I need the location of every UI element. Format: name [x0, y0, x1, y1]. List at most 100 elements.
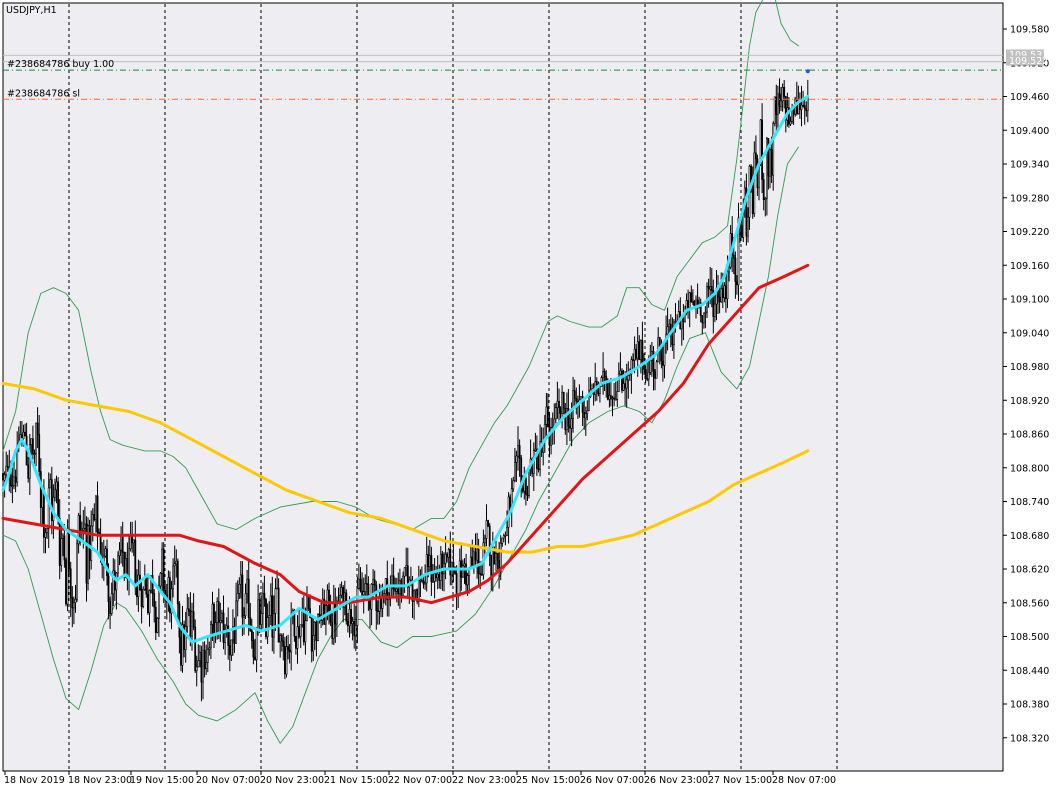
y-tick-label: 108.560 [1010, 598, 1049, 609]
candle-body [570, 418, 573, 429]
candle-body [509, 496, 512, 510]
candle-body [803, 105, 806, 109]
candle-body [136, 586, 138, 597]
candle-body [674, 321, 677, 323]
bollinger-bands [2, 0, 799, 744]
price-label-box [1006, 49, 1044, 60]
candle-body [222, 612, 225, 643]
candle-body [279, 635, 282, 643]
candle-body [312, 635, 315, 652]
candle-body [466, 575, 469, 586]
candle-body [422, 580, 425, 585]
candle-body [153, 593, 156, 608]
candle-body [227, 625, 230, 646]
x-tick-label: 21 Nov 15:00 [324, 775, 388, 786]
candle-body [158, 585, 160, 619]
trade-marker[interactable] [805, 69, 810, 74]
candle-body [93, 513, 96, 520]
candle-body [287, 646, 290, 651]
candle-body [271, 595, 274, 638]
candle-body [671, 333, 674, 346]
candle-body [761, 119, 764, 180]
candle-body [720, 288, 723, 303]
candle-body [249, 617, 252, 632]
candle-body [672, 321, 675, 346]
candle-body [221, 612, 223, 621]
candle-body [537, 468, 540, 470]
candle-body [627, 375, 630, 381]
candle-body [565, 408, 568, 431]
candle-body [202, 649, 204, 683]
candle-body [88, 525, 91, 561]
candle-body [613, 397, 616, 400]
candle-body [328, 589, 330, 612]
order-entry-label: #238684786 buy 1.00 [7, 59, 114, 70]
candle-body [216, 601, 219, 623]
candle-body [647, 371, 650, 380]
candle-body [321, 598, 324, 621]
candle-body [501, 537, 504, 544]
candle-body [587, 396, 590, 412]
x-tick-label: 25 Nov 15:00 [516, 775, 580, 786]
candle-body [773, 96, 776, 125]
candle-body [251, 630, 253, 641]
candle-body [304, 620, 307, 643]
candle-body [635, 348, 638, 359]
candle-body [126, 558, 129, 580]
candle-body [125, 558, 127, 579]
candle-body [776, 93, 779, 115]
plot-area[interactable] [2, 2, 1004, 772]
candle-body [351, 620, 354, 624]
candle-body [406, 565, 409, 588]
candle-body [535, 448, 538, 469]
candle-body [353, 620, 356, 637]
candle-body [33, 453, 36, 455]
candle-body [365, 583, 368, 585]
candle-body [764, 198, 767, 200]
candle-body [258, 599, 261, 625]
order-lines[interactable]: #238684786 buy 1.00 #238684786 sl [3, 54, 1003, 100]
candle-body [622, 383, 625, 391]
candle-body [499, 542, 502, 572]
candle-body [781, 87, 784, 102]
candle-body [685, 300, 688, 314]
candle-body [394, 588, 397, 592]
candle-body [573, 390, 576, 399]
candle-body [110, 593, 113, 614]
candle-body [346, 620, 349, 627]
candle-body [61, 535, 64, 540]
candle-body [439, 553, 442, 581]
candle-body [331, 621, 334, 639]
candle-body [772, 123, 775, 176]
candle-body [518, 445, 521, 459]
candle-body [575, 398, 578, 402]
candle-body [608, 395, 611, 400]
ma-slow-line [1, 381, 810, 554]
candle-body [687, 300, 690, 309]
candle-body [559, 407, 562, 414]
candle-body [276, 587, 278, 590]
candle-body [545, 406, 548, 425]
candle-body [27, 464, 30, 479]
ma-fast-line [1, 95, 810, 644]
candle-body [296, 626, 299, 649]
candle-body [723, 285, 726, 298]
candle-body [154, 606, 157, 633]
candle-body [488, 525, 491, 556]
candle-body [806, 96, 809, 111]
candle-body [603, 371, 606, 377]
candle-body [614, 398, 617, 401]
candle-body [521, 488, 524, 492]
candle-body [285, 646, 288, 675]
candle-body [702, 312, 705, 324]
candle-body [699, 302, 702, 316]
chart-title: USDJPY,H1 [6, 5, 57, 16]
candle-body [789, 121, 792, 125]
candle-body [661, 360, 664, 366]
candle-body [239, 574, 242, 585]
candle-body [203, 649, 206, 669]
candle-body [254, 656, 256, 660]
candle-body [301, 611, 304, 626]
